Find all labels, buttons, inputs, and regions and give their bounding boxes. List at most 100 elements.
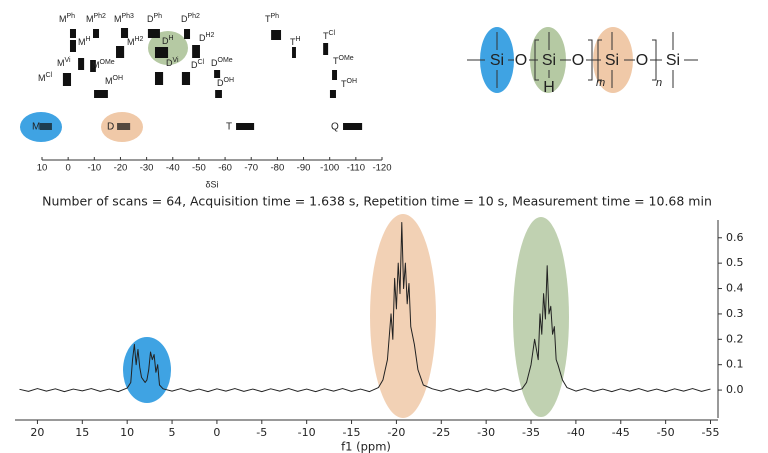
m-highlight [123, 337, 171, 403]
species-sup: OH [347, 78, 358, 85]
species-base: D [191, 60, 198, 70]
x-tick-label: -25 [432, 426, 450, 439]
substituent: H [543, 79, 555, 96]
species-base: D [199, 33, 206, 43]
species-base: M [57, 58, 65, 68]
group-label: D [107, 122, 114, 133]
species-label: DCl [191, 59, 205, 71]
shift-axis-label: δSi [205, 179, 218, 189]
species-label: MPh3 [114, 13, 134, 25]
species-label: DH [162, 35, 174, 47]
atom: Si [605, 52, 619, 69]
range-bar [154, 47, 169, 58]
species-label: DVi [166, 57, 179, 69]
dh-highlight [513, 217, 569, 417]
y-tick-label: 0.4 [726, 282, 744, 295]
brackets [534, 39, 657, 81]
species-base: M [114, 14, 122, 24]
y-tick-label: 0.5 [726, 256, 744, 269]
group-label: Q [331, 122, 339, 133]
species-base: T [333, 56, 339, 66]
shift-tick-label: -110 [347, 163, 365, 174]
species-sup: Ph [67, 13, 76, 20]
atom: Si [490, 52, 504, 69]
species-base: T [290, 37, 296, 47]
species-sup: Cl [329, 30, 336, 37]
species-label: DH2 [199, 32, 215, 44]
range-bar [214, 70, 221, 78]
species-label: DPh2 [181, 13, 200, 25]
species-label: MPh2 [86, 13, 106, 25]
x-tick-label: -50 [657, 426, 675, 439]
spectrum-line [19, 222, 711, 393]
atom: Si [666, 52, 680, 69]
species-label: DPh [147, 13, 162, 25]
species-sup: Cl [198, 59, 205, 66]
shift-tick-label: -10 [87, 163, 101, 174]
shift-tick-label: 10 [37, 163, 48, 174]
species-label: TOMe [333, 55, 354, 67]
species-sup: Vi [65, 57, 72, 64]
species-base: T [341, 79, 347, 89]
x-tick-label: 5 [169, 426, 176, 439]
range-bar [147, 29, 160, 38]
highlights [20, 27, 633, 418]
range-bar [93, 29, 100, 38]
x-tick-label: -55 [702, 426, 720, 439]
species-base: D [217, 78, 224, 88]
species-label: TOH [341, 78, 357, 90]
species-sup: Ph [271, 13, 280, 20]
range-bar [332, 70, 338, 80]
x-tick-label: 10 [120, 426, 134, 439]
species-sup: OMe [100, 59, 115, 66]
atom: O [636, 52, 648, 69]
range-bar [39, 123, 52, 130]
species-label: MPh [59, 13, 75, 25]
dh-highlight [530, 27, 566, 93]
species-base: M [86, 14, 94, 24]
shift-tick-label: -80 [271, 163, 285, 174]
range-bar [271, 30, 282, 40]
range-bar [120, 28, 129, 38]
y-tick-label: 0.1 [726, 358, 744, 371]
range-bar [62, 73, 72, 86]
species-sup: OMe [218, 57, 233, 64]
range-bar [90, 60, 96, 72]
atom: Si [542, 52, 556, 69]
shift-tick-label: -90 [297, 163, 311, 174]
x-tick-label: -10 [298, 426, 316, 439]
range-bar [69, 29, 76, 38]
range-bar [78, 58, 85, 70]
range-bar [215, 90, 222, 98]
shift-tick-label: -120 [372, 163, 391, 174]
species-sup: H [169, 35, 174, 42]
species-base: M [59, 14, 67, 24]
x-tick-label: -30 [477, 426, 495, 439]
species-sup: H [296, 36, 301, 43]
group-label: T [226, 122, 232, 133]
species-label: TPh [265, 13, 279, 25]
range-bar [116, 46, 125, 58]
species-base: M [105, 76, 113, 86]
shift-tick-label: -60 [218, 163, 232, 174]
m-highlight [480, 27, 514, 93]
species-label: MOH [105, 75, 123, 87]
x-tick-label: -35 [522, 426, 540, 439]
subscript: n [656, 77, 662, 89]
x-tick-label: 0 [213, 426, 220, 439]
species-label: MOMe [92, 59, 115, 71]
species-sup: Ph [154, 13, 163, 20]
y-tick-label: 0.3 [726, 307, 744, 320]
structure: Si O Si O Si O Si H m n [467, 32, 698, 96]
range-bar [69, 40, 76, 52]
range-bar [192, 45, 200, 58]
species-base: M [78, 37, 86, 47]
species-base: D [211, 58, 218, 68]
species-label: TCl [323, 30, 336, 42]
x-tick-label: 15 [75, 426, 89, 439]
shift-tick-label: -40 [166, 163, 180, 174]
subscript: m [596, 77, 605, 89]
species-label: TH [290, 36, 301, 48]
shift-tick-label: -100 [320, 163, 339, 174]
